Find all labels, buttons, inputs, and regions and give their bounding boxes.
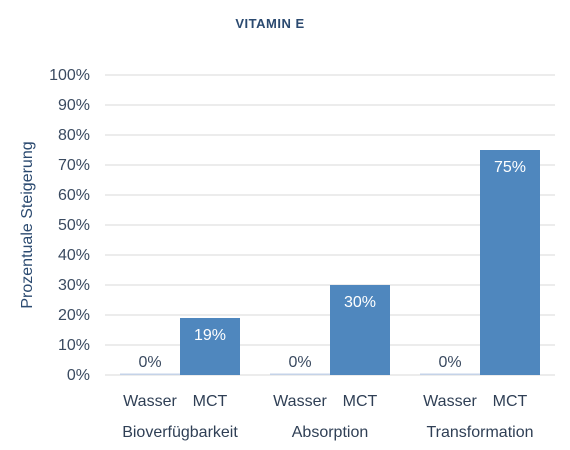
x-category-label: MCT — [193, 393, 228, 410]
bar-value-label: 19% — [194, 327, 226, 344]
bar-value-labels: 0% 19% 0% 30% 0% 75% — [138, 159, 526, 371]
bar-wasser — [120, 373, 180, 375]
bar-mct — [330, 285, 390, 375]
bar-value-label: 0% — [438, 354, 461, 371]
x-category-label: MCT — [493, 393, 528, 410]
x-category-label: MCT — [343, 393, 378, 410]
x-group-label: Transformation — [427, 424, 534, 441]
bar-value-label: 30% — [344, 294, 376, 311]
x-category-label: Wasser — [123, 393, 177, 410]
y-tick-label: 10% — [58, 337, 90, 354]
y-tick-label: 90% — [58, 97, 90, 114]
y-tick-label: 50% — [58, 217, 90, 234]
x-group-label: Absorption — [292, 424, 369, 441]
y-tick-label: 100% — [49, 67, 90, 84]
y-tick-label: 60% — [58, 187, 90, 204]
bar-value-label: 0% — [288, 354, 311, 371]
y-tick-label: 0% — [67, 367, 90, 384]
y-tick-label: 40% — [58, 247, 90, 264]
y-tick-label: 70% — [58, 157, 90, 174]
y-tick-label: 30% — [58, 277, 90, 294]
x-axis-groups: Bioverfügbarkeit Absorption Transformation — [122, 424, 533, 441]
bar-wasser — [270, 373, 330, 375]
bars — [120, 150, 540, 375]
bar-value-label: 0% — [138, 354, 161, 371]
y-axis-title: Prozentuale Steigerung — [19, 141, 36, 308]
x-category-label: Wasser — [423, 393, 477, 410]
y-axis-ticks: 0% 10% 20% 30% 40% 50% 60% 70% 80% 90% 100% — [49, 67, 90, 384]
x-category-label: Wasser — [273, 393, 327, 410]
bar-mct — [480, 150, 540, 375]
x-group-label: Bioverfügbarkeit — [122, 424, 238, 441]
chart-title: VITAMIN E — [235, 16, 304, 31]
y-tick-label: 20% — [58, 307, 90, 324]
y-tick-label: 80% — [58, 127, 90, 144]
bar-wasser — [420, 373, 480, 375]
bar-mct — [180, 318, 240, 375]
bar-value-label: 75% — [494, 159, 526, 176]
x-axis-categories: Wasser MCT Wasser MCT Wasser MCT — [123, 393, 527, 410]
